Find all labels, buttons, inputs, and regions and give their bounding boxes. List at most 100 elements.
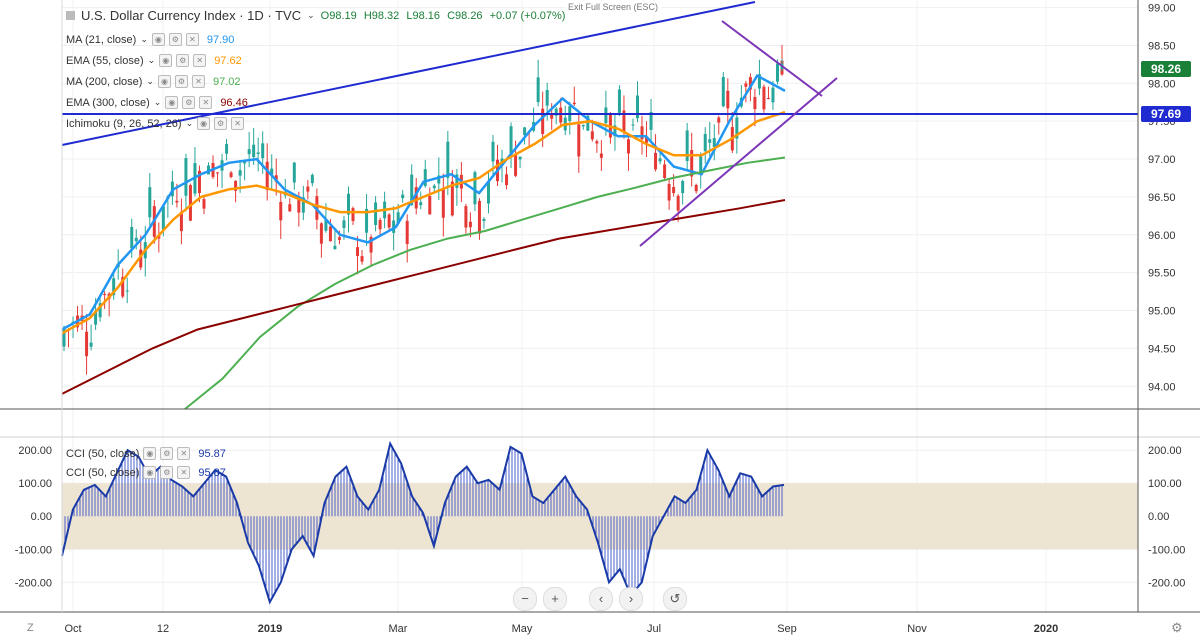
eye-icon[interactable]: ◉ xyxy=(197,117,211,130)
zoom-out-button[interactable]: − xyxy=(513,587,537,611)
candle xyxy=(717,115,721,135)
eye-icon[interactable]: ◉ xyxy=(157,75,171,88)
candle xyxy=(103,291,107,309)
price-tick-label: 96.00 xyxy=(1148,230,1176,242)
indicator-legend-0[interactable]: MA (21, close) ⌄ ◉ ⚙ ✕ 97.90 xyxy=(66,33,234,46)
candle xyxy=(193,147,197,197)
candle xyxy=(703,127,707,164)
candles xyxy=(62,44,784,375)
candle xyxy=(401,189,405,203)
close-icon[interactable]: ✕ xyxy=(199,96,213,109)
candle xyxy=(635,81,639,123)
chevron-down-icon[interactable]: ⌄ xyxy=(146,76,154,86)
settings-gear-icon[interactable]: ⚙ xyxy=(1171,620,1183,635)
eye-icon[interactable]: ◉ xyxy=(151,33,165,46)
candle xyxy=(76,306,80,332)
last-price-tag: 98.26 xyxy=(1141,61,1191,77)
zoom-in-button[interactable]: + xyxy=(543,587,567,611)
close-icon[interactable]: ✕ xyxy=(177,447,191,460)
indicator-legend-3[interactable]: EMA (300, close) ⌄ ◉ ⚙ ✕ 96.46 xyxy=(66,96,248,109)
symbol-header: U.S. Dollar Currency Index · 1D · TVC ⌄ … xyxy=(66,8,569,23)
candle xyxy=(721,72,725,108)
candle xyxy=(766,86,770,100)
candle xyxy=(306,180,310,200)
ohlc-values: O98.19 H98.32 L98.16 C98.26 +0.07 (+0.07… xyxy=(321,10,570,22)
candle xyxy=(292,161,296,190)
candle xyxy=(645,121,649,157)
gear-icon[interactable]: ⚙ xyxy=(214,117,228,130)
close-icon[interactable]: ✕ xyxy=(185,33,199,46)
candle xyxy=(247,132,251,168)
high-value: H98.32 xyxy=(363,9,400,22)
candle xyxy=(256,137,260,172)
gear-icon[interactable]: ⚙ xyxy=(168,33,182,46)
candle xyxy=(482,217,486,229)
timezone-button[interactable]: Z xyxy=(27,622,34,634)
candle xyxy=(441,173,445,237)
scroll-right-button[interactable]: › xyxy=(619,587,643,611)
chevron-down-icon[interactable]: ⌄ xyxy=(153,97,162,107)
candle xyxy=(378,217,382,237)
indicator-legend-4[interactable]: Ichimoku (9, 26, 52, 26) ⌄ ◉ ⚙ ✕ xyxy=(66,117,252,130)
cci-legend-2[interactable]: CCI (50, close) ◉ ⚙ ✕ 95.87 xyxy=(66,466,226,479)
chevron-down-icon[interactable]: ⌄ xyxy=(307,10,315,20)
candle xyxy=(753,88,757,127)
chevron-down-icon[interactable]: ⌄ xyxy=(185,118,194,128)
eye-icon[interactable]: ◉ xyxy=(159,54,173,67)
candle xyxy=(613,114,617,151)
cci-legend-label: CCI (50, close) xyxy=(66,447,140,460)
eye-icon[interactable]: ◉ xyxy=(143,447,157,460)
exit-fullscreen-hint[interactable]: Exit Full Screen (ESC) xyxy=(565,1,662,13)
gear-icon[interactable]: ⚙ xyxy=(160,447,174,460)
candle xyxy=(179,198,183,245)
gear-icon[interactable]: ⚙ xyxy=(160,466,174,479)
candle xyxy=(279,193,283,240)
eye-icon[interactable]: ◉ xyxy=(165,96,179,109)
candle xyxy=(356,235,360,275)
cci-tick-label: -200.00 xyxy=(1148,577,1185,589)
cci-axis[interactable]: 200.00 200.00 100.00 100.00 0.00 0.00 -100.00 -… xyxy=(15,445,1186,589)
candle xyxy=(148,173,152,230)
scroll-left-button[interactable]: ‹ xyxy=(589,587,613,611)
indicator-value: 96.46 xyxy=(220,96,248,109)
candle xyxy=(234,180,238,203)
price-tick-label: 98.00 xyxy=(1148,78,1176,90)
candle xyxy=(518,156,522,168)
cci-tick-label: 200.00 xyxy=(1148,445,1182,457)
gear-icon[interactable]: ⚙ xyxy=(182,96,196,109)
reset-chart-button[interactable]: ↺ xyxy=(663,587,687,611)
indicator-legend-1[interactable]: EMA (55, close) ⌄ ◉ ⚙ ✕ 97.62 xyxy=(66,54,242,67)
chevron-down-icon[interactable]: ⌄ xyxy=(147,55,156,65)
close-icon[interactable]: ✕ xyxy=(193,54,207,67)
candle xyxy=(581,124,585,130)
candle xyxy=(577,110,581,173)
triangle-lower-line xyxy=(639,77,838,247)
close-icon[interactable]: ✕ xyxy=(191,75,205,88)
price-axis[interactable]: 99.00 98.50 98.00 97.50 97.00 96.50 96.00 95.50… xyxy=(1148,3,1176,394)
gear-icon[interactable]: ⚙ xyxy=(174,75,188,88)
chevron-down-icon[interactable]: ⌄ xyxy=(140,34,148,44)
time-axis[interactable]: Oct 12 2019 Mar May Jul Sep Nov 2020 xyxy=(64,623,1058,635)
price-tick-label: 98.50 xyxy=(1148,40,1176,52)
indicator-label: MA (200, close) xyxy=(66,75,143,88)
candle xyxy=(762,84,766,113)
cci-tick-label-left: 200.00 xyxy=(18,445,52,457)
collapse-icon[interactable] xyxy=(66,11,75,20)
time-tick-label: Sep xyxy=(777,623,797,635)
indicator-legend-2[interactable]: MA (200, close) ⌄ ◉ ⚙ ✕ 97.02 xyxy=(66,75,241,88)
eye-icon[interactable]: ◉ xyxy=(143,466,157,479)
symbol-title[interactable]: U.S. Dollar Currency Index · 1D · TVC xyxy=(81,8,302,23)
candle xyxy=(243,159,247,181)
candle xyxy=(699,152,703,189)
candle xyxy=(387,212,391,231)
candle xyxy=(419,191,423,210)
ma-line-0 xyxy=(61,74,786,331)
close-icon[interactable]: ✕ xyxy=(231,117,245,130)
candle xyxy=(694,183,698,194)
gear-icon[interactable]: ⚙ xyxy=(176,54,190,67)
cci-legend-1[interactable]: CCI (50, close) ◉ ⚙ ✕ 95.87 xyxy=(66,447,226,460)
candle xyxy=(681,179,685,205)
cci-histogram xyxy=(61,446,783,600)
close-icon[interactable]: ✕ xyxy=(177,466,191,479)
